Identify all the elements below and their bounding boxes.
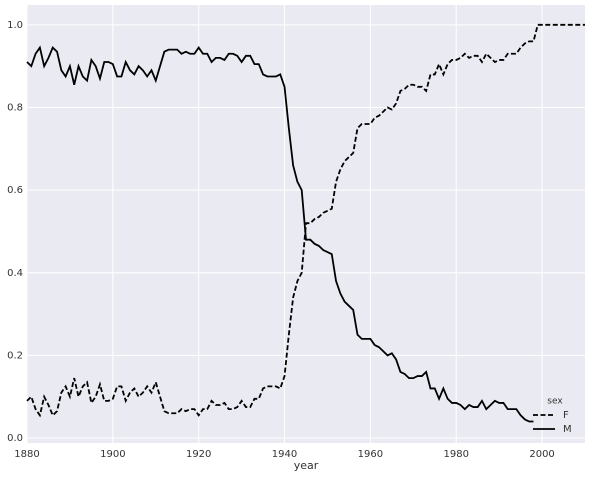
x-tick-label: 2000 — [529, 449, 554, 460]
legend-label: F — [563, 410, 569, 421]
x-tick-label: 1960 — [358, 449, 383, 460]
y-tick-label: 0.8 — [7, 102, 23, 113]
series-line — [26, 45, 534, 423]
x-tick-label: 1880 — [14, 449, 39, 460]
x-tick-label: 1980 — [444, 449, 469, 460]
x-tick-label: 1940 — [272, 449, 297, 460]
x-tick-label: 1920 — [186, 449, 211, 460]
series-line — [26, 23, 585, 418]
lines — [26, 23, 585, 423]
y-tick-label: 0.0 — [7, 433, 23, 444]
y-tick-label: 0.2 — [7, 350, 23, 361]
y-tick-label: 1.0 — [7, 20, 23, 31]
legend-title: sex — [547, 397, 563, 407]
x-tick-label: 1900 — [100, 449, 125, 460]
y-tick-label: 0.4 — [7, 268, 23, 279]
legend-label: M — [563, 424, 572, 435]
y-tick-label: 0.6 — [7, 185, 23, 196]
x-axis-label: year — [294, 459, 319, 472]
